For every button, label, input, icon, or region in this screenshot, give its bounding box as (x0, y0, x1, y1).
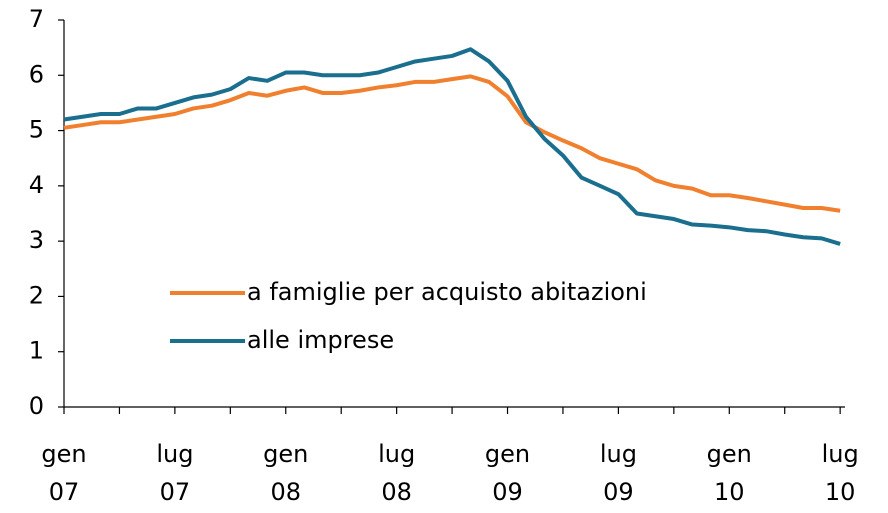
x-tick-label: gen 08 (263, 440, 308, 506)
series-line (63, 74, 841, 213)
y-tick-label: 5 (29, 116, 44, 144)
y-tick-label: 3 (29, 226, 44, 254)
x-tick-label: gen 10 (707, 440, 752, 506)
legend-label: a famiglie per acquisto abitazioni (247, 278, 647, 306)
y-tick-label: 0 (29, 392, 44, 420)
x-tick-label: lug 10 (822, 440, 859, 506)
y-tick-label: 6 (29, 60, 44, 88)
x-tick-label: lug 08 (378, 440, 415, 506)
y-tick-label: 1 (29, 337, 44, 365)
x-tick-label: gen 07 (41, 440, 86, 506)
x-tick-label: gen 09 (485, 440, 530, 506)
x-tick-label: lug 09 (600, 440, 637, 506)
series-line (63, 47, 841, 246)
legend-label: alle imprese (247, 326, 394, 354)
x-tick-label: lug 07 (156, 440, 193, 506)
y-tick-label: 4 (29, 171, 44, 199)
y-tick-label: 7 (29, 5, 44, 33)
y-tick-label: 2 (29, 281, 44, 309)
